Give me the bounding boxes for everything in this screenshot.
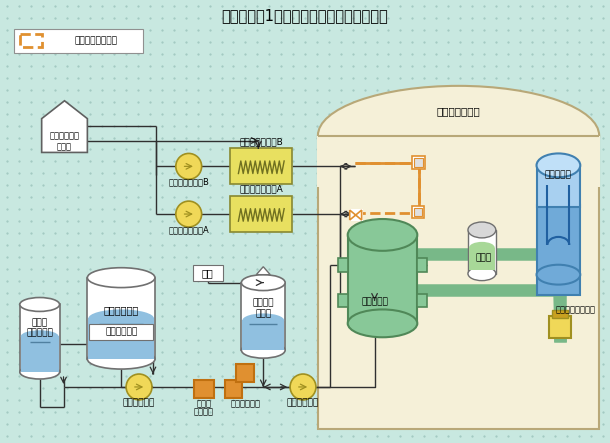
Ellipse shape	[242, 313, 284, 327]
Text: 余熱除去冷却器B: 余熱除去冷却器B	[239, 137, 283, 146]
FancyBboxPatch shape	[231, 196, 292, 232]
FancyBboxPatch shape	[537, 165, 580, 207]
Ellipse shape	[348, 219, 417, 251]
Text: 充てんポンプ: 充てんポンプ	[287, 398, 319, 408]
FancyBboxPatch shape	[412, 156, 425, 169]
FancyBboxPatch shape	[414, 208, 422, 216]
Ellipse shape	[21, 330, 59, 342]
FancyBboxPatch shape	[224, 380, 242, 398]
Polygon shape	[256, 267, 270, 275]
Ellipse shape	[242, 275, 285, 291]
Circle shape	[176, 201, 202, 227]
Text: ほう酸混合器: ほう酸混合器	[231, 399, 260, 408]
Text: ほう酸: ほう酸	[32, 318, 48, 327]
Ellipse shape	[20, 298, 60, 311]
FancyBboxPatch shape	[338, 258, 348, 272]
Ellipse shape	[20, 365, 60, 379]
Polygon shape	[41, 101, 87, 152]
Text: 原子炉容器: 原子炉容器	[361, 297, 388, 306]
Text: 体積制御: 体積制御	[253, 298, 274, 307]
Polygon shape	[350, 210, 362, 220]
FancyBboxPatch shape	[412, 206, 424, 218]
Ellipse shape	[88, 310, 154, 327]
Text: フィルタ: フィルタ	[193, 407, 214, 416]
Text: 余熱除去ポンプB: 余熱除去ポンプB	[168, 178, 209, 187]
Ellipse shape	[318, 86, 599, 185]
Text: ：配管等取替範囲: ：配管等取替範囲	[75, 37, 118, 46]
FancyBboxPatch shape	[414, 159, 423, 167]
FancyBboxPatch shape	[550, 316, 572, 338]
FancyBboxPatch shape	[242, 320, 284, 350]
Text: １次冷却材ポンプ: １次冷却材ポンプ	[555, 305, 595, 314]
Ellipse shape	[468, 267, 496, 280]
FancyBboxPatch shape	[242, 283, 285, 350]
FancyBboxPatch shape	[194, 380, 213, 398]
Circle shape	[126, 374, 152, 400]
FancyBboxPatch shape	[417, 294, 427, 307]
Text: ほう酸タンク: ほう酸タンク	[104, 305, 139, 315]
Text: 補給タンク: 補給タンク	[26, 329, 53, 338]
FancyBboxPatch shape	[21, 336, 59, 372]
FancyBboxPatch shape	[338, 294, 348, 307]
Text: タンク: タンク	[57, 142, 72, 151]
Ellipse shape	[87, 349, 155, 369]
FancyBboxPatch shape	[348, 235, 417, 324]
Text: 純水: 純水	[202, 268, 213, 278]
Text: 余熱除去冷却器A: 余熱除去冷却器A	[239, 185, 283, 194]
Ellipse shape	[348, 310, 417, 337]
FancyBboxPatch shape	[317, 136, 600, 187]
Ellipse shape	[537, 265, 580, 284]
Circle shape	[176, 153, 202, 179]
Text: 燃料取替用水: 燃料取替用水	[49, 131, 79, 140]
FancyBboxPatch shape	[14, 29, 143, 53]
FancyBboxPatch shape	[88, 319, 154, 359]
FancyBboxPatch shape	[417, 258, 427, 272]
Ellipse shape	[242, 342, 285, 358]
Text: ほう酸ポンプ: ほう酸ポンプ	[123, 398, 155, 408]
FancyBboxPatch shape	[553, 311, 569, 319]
FancyBboxPatch shape	[468, 230, 496, 274]
Circle shape	[290, 374, 316, 400]
FancyBboxPatch shape	[87, 278, 155, 359]
FancyBboxPatch shape	[469, 248, 495, 270]
FancyBboxPatch shape	[231, 148, 292, 184]
Text: タンク: タンク	[255, 309, 271, 318]
FancyBboxPatch shape	[20, 304, 60, 372]
Ellipse shape	[469, 242, 495, 254]
FancyBboxPatch shape	[237, 364, 254, 382]
Ellipse shape	[537, 153, 580, 177]
Text: ほう酸ライン: ほう酸ライン	[105, 328, 137, 337]
Text: 伊方発電所1号機　配管等取替工事概要図: 伊方発電所1号機 配管等取替工事概要図	[221, 8, 389, 23]
FancyBboxPatch shape	[89, 324, 153, 340]
Text: 原子炉格納容器: 原子炉格納容器	[437, 106, 481, 116]
FancyBboxPatch shape	[193, 265, 223, 280]
Ellipse shape	[87, 268, 155, 288]
Ellipse shape	[468, 222, 496, 238]
FancyBboxPatch shape	[537, 205, 580, 295]
FancyBboxPatch shape	[349, 209, 362, 221]
Text: 加圧器: 加圧器	[476, 253, 492, 262]
FancyBboxPatch shape	[318, 136, 599, 429]
Text: ほう酸: ほう酸	[196, 399, 211, 408]
Text: 余熱除去ポンプA: 余熱除去ポンプA	[168, 225, 209, 234]
Text: 蒸気発生器: 蒸気発生器	[545, 171, 572, 180]
